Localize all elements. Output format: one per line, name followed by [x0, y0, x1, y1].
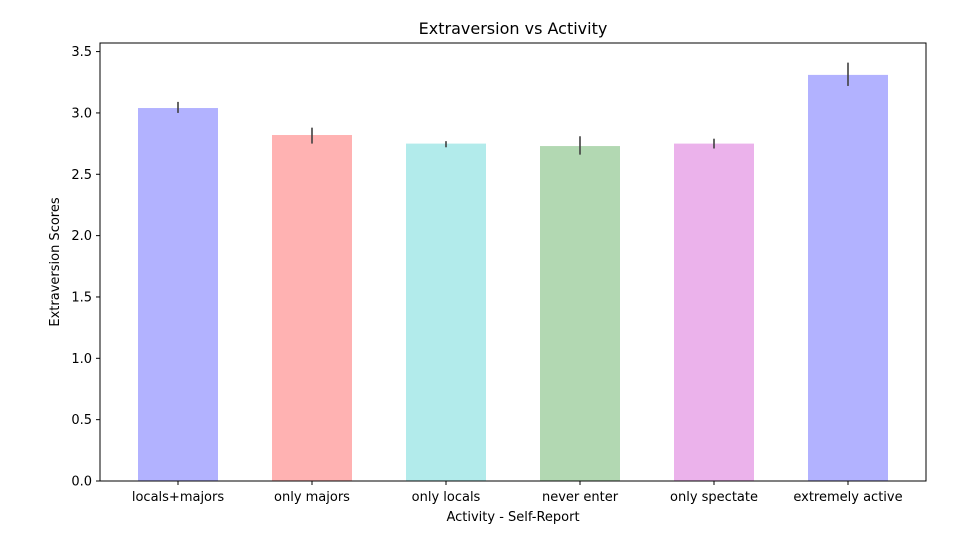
- y-tick-label: 0.0: [71, 475, 92, 490]
- x-tick-label: only majors: [274, 490, 350, 505]
- y-tick-label: 1.5: [71, 290, 92, 305]
- x-tick-label: locals+majors: [132, 490, 224, 505]
- x-tick-label: extremely active: [793, 490, 902, 505]
- x-axis: locals+majors only majors only locals never…: [132, 481, 903, 505]
- x-tick-label: never enter: [542, 490, 619, 505]
- bar-only-locals: [406, 143, 486, 481]
- plot-area: [138, 62, 888, 482]
- y-tick-label: 3.5: [71, 45, 92, 60]
- y-axis: 0.0 0.5 1.0 1.5 2.0 2.5 3.0 3.5: [71, 45, 100, 490]
- y-tick-label: 1.0: [71, 352, 92, 367]
- chart-title: Extraversion vs Activity: [419, 19, 608, 38]
- y-tick-label: 0.5: [71, 413, 92, 428]
- x-tick-label: only spectate: [670, 490, 758, 505]
- y-tick-label: 3.0: [71, 106, 92, 121]
- bar-only-majors: [272, 135, 352, 482]
- y-tick-label: 2.5: [71, 168, 92, 183]
- bar-locals-majors: [138, 108, 218, 481]
- x-tick-label: only locals: [412, 490, 481, 505]
- y-axis-label: Extraversion Scores: [48, 197, 63, 326]
- y-tick-label: 2.0: [71, 229, 92, 244]
- x-axis-label: Activity - Self-Report: [446, 510, 579, 525]
- axes-frame: [99, 42, 927, 482]
- bar-only-spectate: [674, 143, 754, 481]
- bar-never-enter: [540, 146, 620, 481]
- bar-extremely-active: [808, 74, 888, 481]
